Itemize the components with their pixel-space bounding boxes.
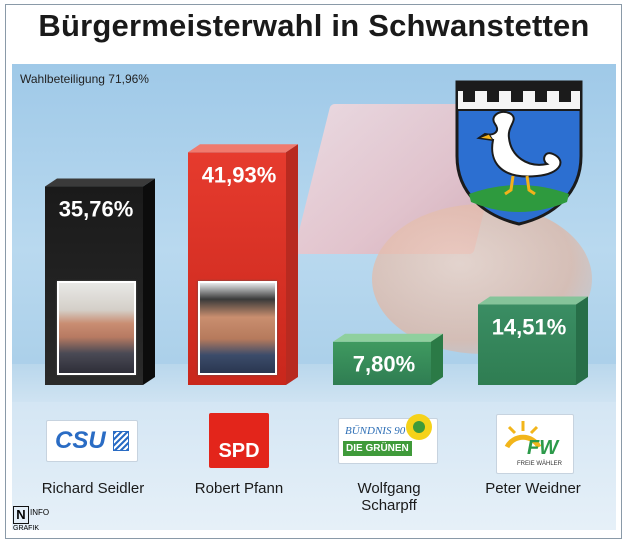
candidate-name-scharpff: Wolfgang Scharpff: [357, 480, 421, 514]
bar-front-3: [478, 304, 576, 385]
ninfo-credit: N INFO GRAFIK: [13, 506, 51, 532]
bar-value-label-1: 41,93%: [202, 162, 277, 187]
bar-side-0: [143, 178, 155, 385]
sunflower-icon: [406, 414, 432, 440]
bar-front-2: [333, 341, 431, 385]
fw-logo-subtext: FREIE WÄHLER: [517, 461, 563, 467]
candidate-name-weidner: Peter Weidner: [485, 480, 581, 497]
csu-logo-text: CSU: [55, 427, 106, 454]
csu-lion-icon: [113, 431, 129, 451]
gruene-logo-line2: DIE GRÜNEN: [343, 441, 412, 456]
bar-2: 7,80%: [333, 333, 443, 385]
fw-sun-icon: [504, 421, 542, 449]
bar-top-3: [478, 296, 588, 305]
spd-logo: SPD: [209, 413, 269, 468]
fw-logo: FW FREIE WÄHLER: [496, 414, 574, 474]
fw-logo-text: FW: [527, 437, 559, 459]
gruene-logo-line1: BÜNDNIS 90: [345, 425, 406, 437]
bar-top-0: [45, 178, 155, 187]
bar-value-label-2: 7,80%: [353, 352, 415, 377]
bar-side-2: [431, 333, 443, 385]
spd-logo-text: SPD: [218, 440, 260, 462]
csu-logo: CSU: [46, 420, 138, 462]
bar-value-label-3: 14,51%: [492, 314, 567, 339]
bar-value-label-0: 35,76%: [59, 197, 134, 222]
ninfo-info: INFO: [30, 508, 50, 517]
turnout-label: Wahlbeteiligung 71,96%: [20, 72, 149, 86]
swan-coat-of-arms-icon: [455, 80, 583, 226]
bar-top-2: [333, 333, 443, 342]
gruene-logo: BÜNDNIS 90 DIE GRÜNEN: [338, 414, 438, 464]
bar-side-3: [576, 296, 588, 385]
bar-top-1: [188, 144, 298, 153]
candidate-name-pfann: Robert Pfann: [194, 480, 284, 497]
ninfo-grafik: GRAFIK: [13, 525, 40, 532]
bar-side-1: [286, 144, 298, 385]
candidate-name-seidler: Richard Seidler: [41, 480, 145, 497]
chart-title: Bürgermeisterwahl in Schwanstetten: [38, 8, 590, 43]
bar-3: 14,51%: [478, 296, 588, 385]
candidate-photo-pfann: [198, 281, 277, 375]
ninfo-n: N: [13, 506, 29, 524]
candidate-photo-seidler: [57, 281, 136, 375]
